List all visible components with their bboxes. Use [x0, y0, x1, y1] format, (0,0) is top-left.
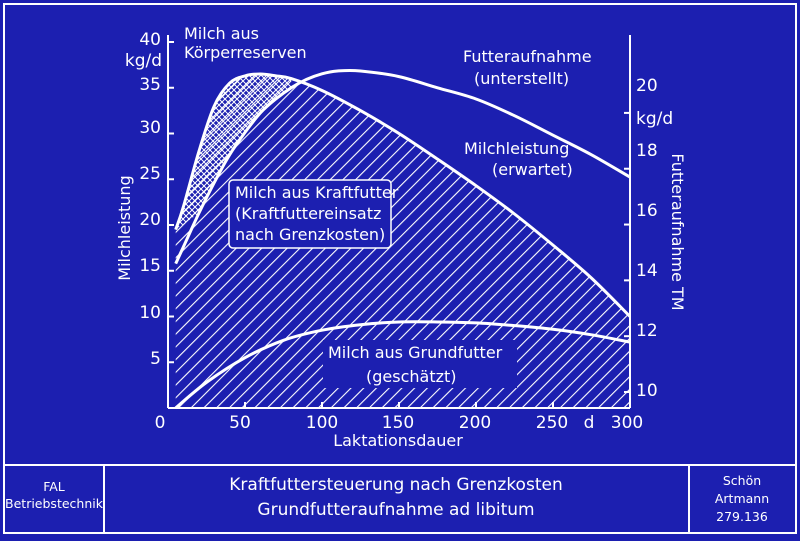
- x-axis-label: Laktationsdauer: [333, 431, 463, 450]
- y-right-tick-label: 12: [636, 321, 658, 341]
- x-tick-label: 50: [229, 413, 251, 433]
- label-body-reserves-line2: Körperreserven: [184, 43, 307, 62]
- y-left-axis-label: Milchleistung: [115, 175, 134, 280]
- y-right-tick-label: 10: [636, 381, 658, 401]
- footer-right-line3: 279.136: [716, 509, 768, 524]
- tick-marks: [168, 41, 630, 408]
- label-body-reserves-line1: Milch aus: [184, 24, 259, 43]
- label-box-concentrate: [228, 179, 392, 249]
- area-body-reserves: [175, 74, 292, 230]
- x-tick-label: 300: [611, 413, 643, 433]
- x-unit-label: d: [584, 413, 595, 433]
- label-concentrate-line1: Milch aus Kraftfutter: [235, 183, 399, 202]
- footer-right-line1: Schön: [723, 473, 761, 488]
- label-concentrate-line2: (Kraftfuttereinsatz: [235, 204, 381, 223]
- footer-right-line2: Artmann: [715, 491, 769, 506]
- label-milk-line2: (erwartet): [492, 160, 573, 179]
- y-left-tick-label: 30: [139, 118, 161, 138]
- y-left-unit: kg/d: [125, 51, 162, 71]
- y-right-tick-label: 18: [636, 141, 658, 161]
- y-right-unit: kg/d: [636, 109, 673, 129]
- series-line-milk-yield: [174, 72, 632, 318]
- y-left-tick-label: 10: [139, 303, 161, 323]
- label-milk-line1: Milchleistung: [464, 139, 569, 158]
- footer-left-line1: FAL: [43, 479, 65, 494]
- y-right-tick-label: 14: [636, 261, 658, 281]
- y-right-tick-label: 16: [636, 201, 658, 221]
- series-line-feed-intake: [174, 68, 631, 265]
- label-box-roughage: [323, 340, 517, 388]
- label-roughage-line2: (geschätzt): [366, 367, 457, 386]
- y-right-axis-label: Futteraufnahme TM: [668, 153, 687, 310]
- x-tick-label: 150: [382, 413, 414, 433]
- y-left-tick-label: 35: [139, 75, 161, 95]
- y-left-tick-label: 5: [150, 349, 161, 369]
- y-left-tick-label: 20: [139, 210, 161, 230]
- footer-title-box: [103, 464, 690, 534]
- x-tick-label: 250: [536, 413, 568, 433]
- label-concentrate-line3: nach Grenzkosten): [235, 225, 385, 244]
- footer-title-line2: Grundfutteraufnahme ad libitum: [257, 500, 534, 520]
- curves: [174, 68, 632, 410]
- y-right-tick-label: 20: [636, 76, 658, 96]
- footer-title-line1: Kraftfuttersteuerung nach Grenzkosten: [229, 475, 562, 495]
- x-tick-label: 200: [459, 413, 491, 433]
- y-left-tick-label: 25: [139, 164, 161, 184]
- label-intake-line1: Futteraufnahme: [463, 47, 592, 66]
- x-tick-label: 0: [155, 413, 166, 433]
- x-tick-label: 100: [306, 413, 338, 433]
- y-left-tick-label: 15: [139, 256, 161, 276]
- label-box-body-reserves: [180, 21, 312, 65]
- series-line-roughage-milk: [174, 320, 631, 410]
- footer-left-line2: Betriebstechnik: [5, 496, 104, 511]
- label-intake-line2: (unterstellt): [474, 69, 569, 88]
- y-left-tick-label: 40: [139, 30, 161, 50]
- label-roughage-line1: Milch aus Grundfutter: [328, 343, 503, 362]
